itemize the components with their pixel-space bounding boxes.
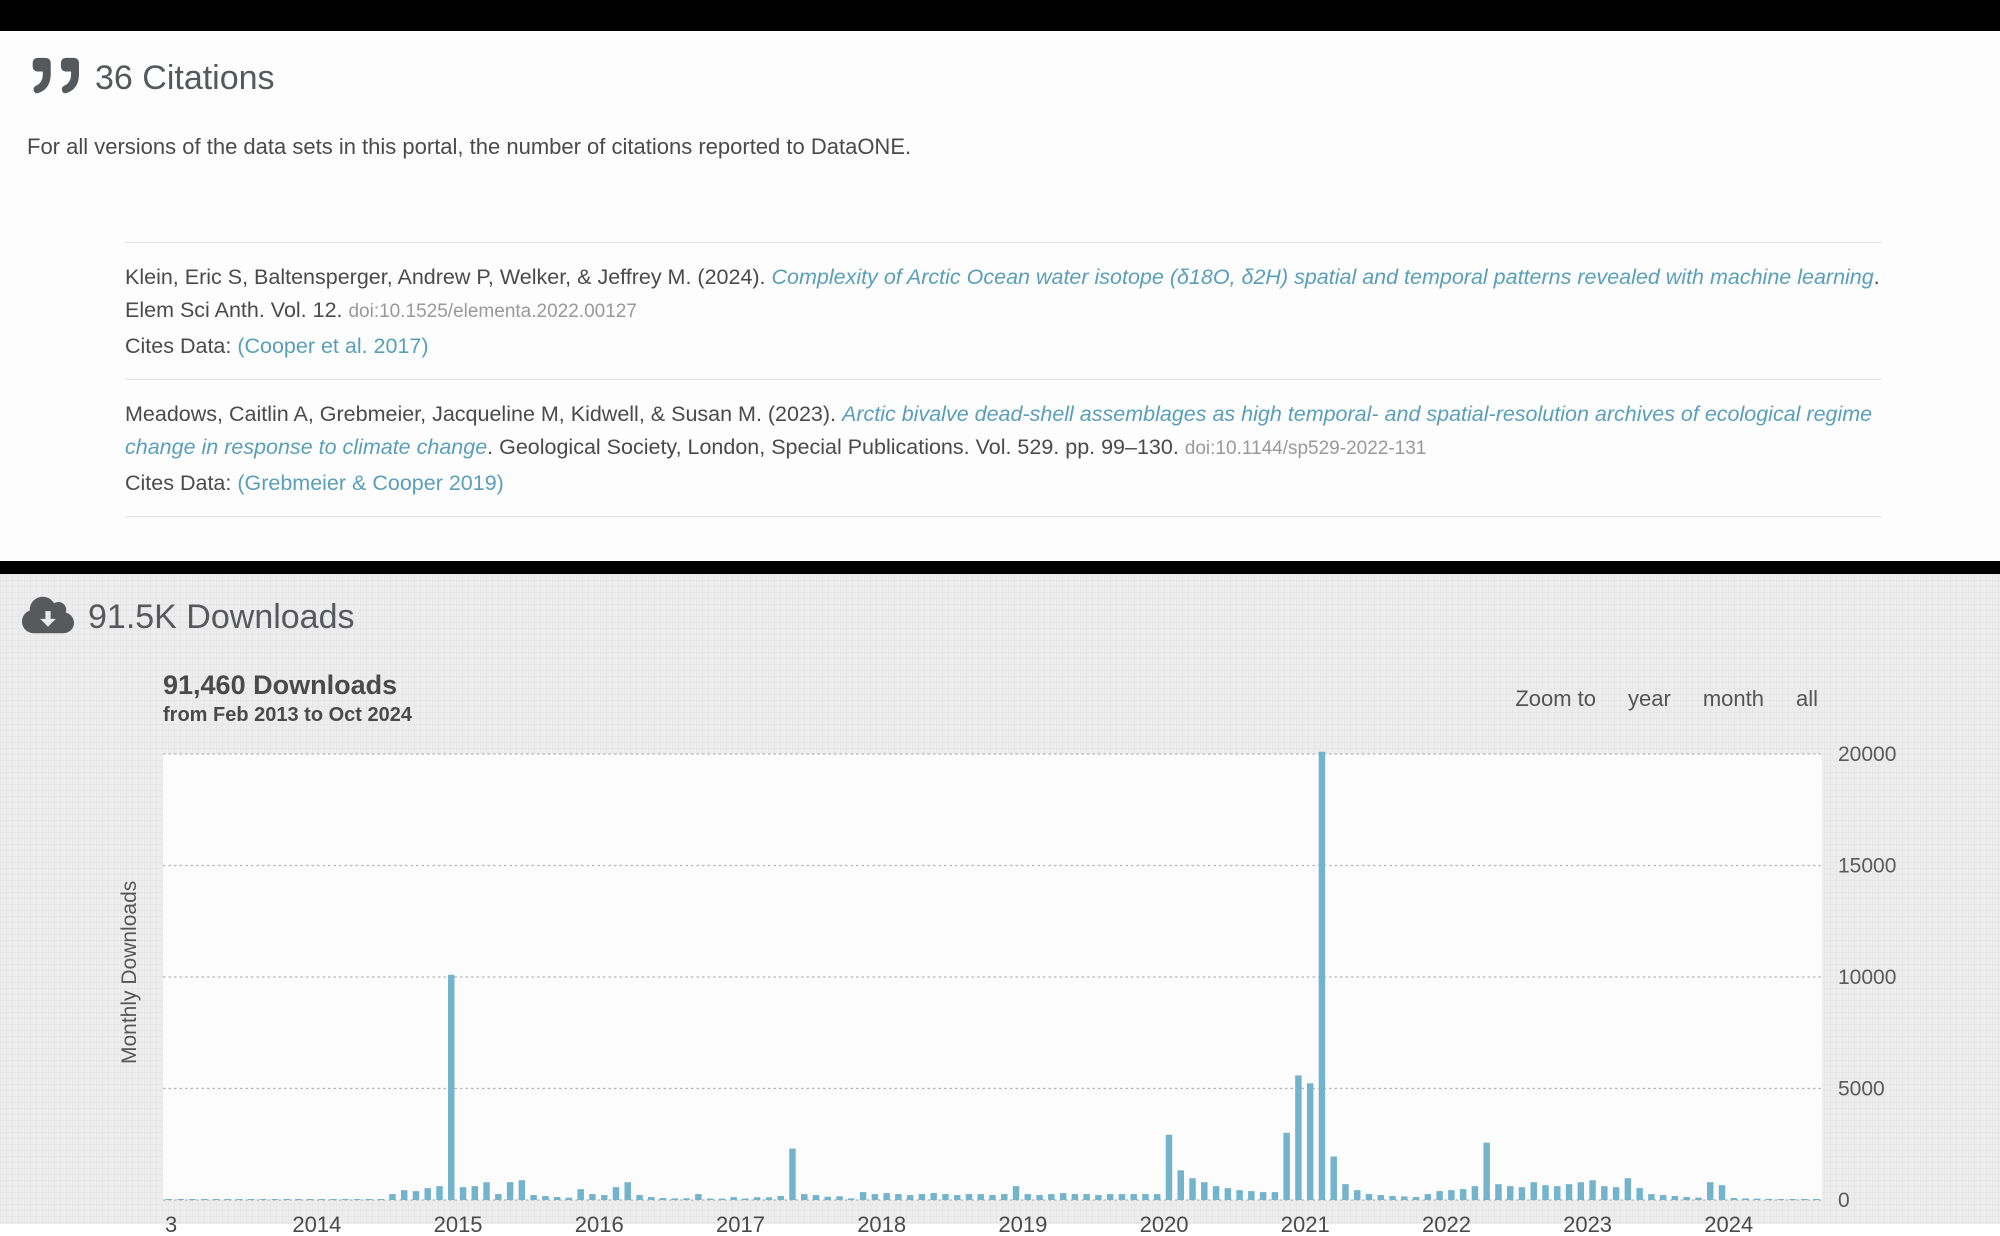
svg-text:5000: 5000: [1838, 1077, 1885, 1100]
svg-text:0: 0: [1838, 1189, 1850, 1212]
svg-text:2021: 2021: [1281, 1212, 1330, 1236]
svg-text:2022: 2022: [1422, 1212, 1471, 1236]
svg-text:2020: 2020: [1140, 1212, 1189, 1236]
svg-text:3: 3: [165, 1212, 177, 1236]
svg-text:2014: 2014: [292, 1212, 341, 1236]
svg-text:2018: 2018: [857, 1212, 906, 1236]
svg-text:15000: 15000: [1838, 854, 1896, 877]
svg-text:20000: 20000: [1838, 743, 1896, 766]
svg-text:2016: 2016: [575, 1212, 624, 1236]
svg-text:2017: 2017: [716, 1212, 765, 1236]
svg-text:2023: 2023: [1563, 1212, 1612, 1236]
svg-text:10000: 10000: [1838, 966, 1896, 989]
svg-text:2015: 2015: [434, 1212, 483, 1236]
svg-text:2024: 2024: [1704, 1212, 1753, 1236]
svg-text:2019: 2019: [998, 1212, 1047, 1236]
